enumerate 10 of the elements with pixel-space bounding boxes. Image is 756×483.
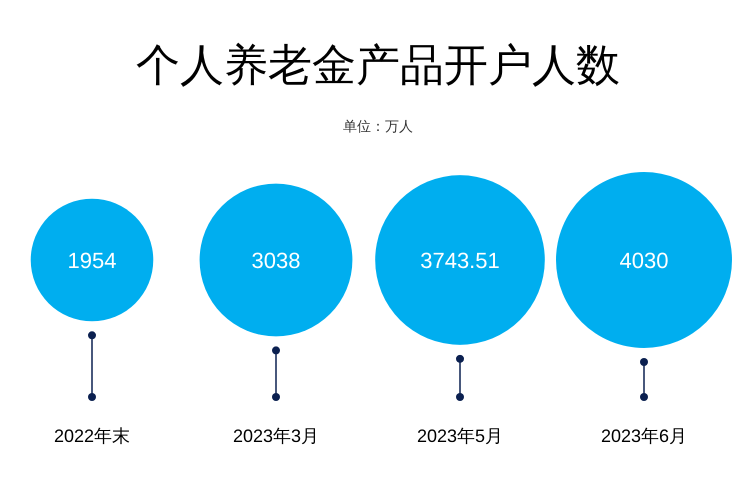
data-label: 3743.51 [420,248,500,273]
data-label: 3038 [252,248,300,273]
category-label: 2023年3月 [232,426,320,446]
category-label: 2022年末 [54,426,130,446]
data-label: 1954 [68,248,116,273]
category-label: 2023年5月 [416,426,504,446]
text: 个人养老金产品开户人数 [136,41,620,90]
category-label: 2023年6月 [600,426,688,446]
data-label: 4030 [620,248,668,273]
text: 单位：万人 [343,118,413,134]
